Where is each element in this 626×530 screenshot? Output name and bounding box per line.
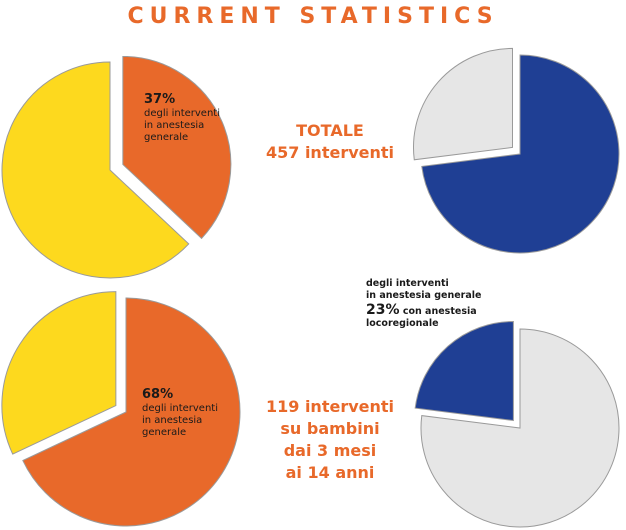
pie-chart-total-blue <box>413 47 620 254</box>
annotation-line: in anestesia <box>144 120 205 131</box>
annotation-68: 68% degli interventi in anestesia genera… <box>142 387 218 439</box>
annotation-line: degli interventi <box>142 403 218 414</box>
annotation-line: generale <box>144 132 189 143</box>
children-line: dai 3 mesi <box>283 441 377 460</box>
annotation-line: con anestesia <box>402 306 477 317</box>
children-block: 119 interventi su bambini dai 3 mesi ai … <box>250 396 410 484</box>
annotation-line: degli interventi <box>144 108 220 119</box>
total-label: TOTALE <box>296 121 364 140</box>
annotation-37: 37% degli interventi in anestesia genera… <box>144 92 220 144</box>
pie-slice <box>122 55 232 240</box>
children-line: su bambini <box>280 419 380 438</box>
pie-slice <box>1 61 190 279</box>
children-line: 119 interventi <box>265 397 395 416</box>
pie-slice <box>22 297 241 527</box>
percent-label: 37% <box>144 92 176 107</box>
total-block: TOTALE 457 interventi <box>250 120 410 164</box>
pie-slice <box>420 328 620 528</box>
annotation-line: generale <box>142 427 187 438</box>
pie-slice <box>414 320 514 422</box>
annotation-line: in anestesia <box>142 415 203 426</box>
children-line: ai 14 anni <box>285 463 375 482</box>
pie-slice <box>1 291 117 455</box>
percent-label: 23% <box>366 302 400 318</box>
annotation-line: locoregionale <box>366 318 439 329</box>
pie-chart-general-total <box>1 55 232 279</box>
pie-chart-children-general <box>1 291 241 527</box>
annotation-header: degli interventi <box>366 278 449 289</box>
percent-label: 68% <box>142 387 174 402</box>
page-title: CURRENT STATISTICS <box>127 4 499 29</box>
pie-slice <box>413 47 513 161</box>
annotation-23: degli interventi in anestesia generale 2… <box>366 278 516 330</box>
annotation-header: in anestesia generale <box>366 290 482 301</box>
pie-chart-children-locoregional <box>414 320 620 528</box>
pie-slice <box>421 54 620 254</box>
total-count: 457 interventi <box>265 143 395 162</box>
